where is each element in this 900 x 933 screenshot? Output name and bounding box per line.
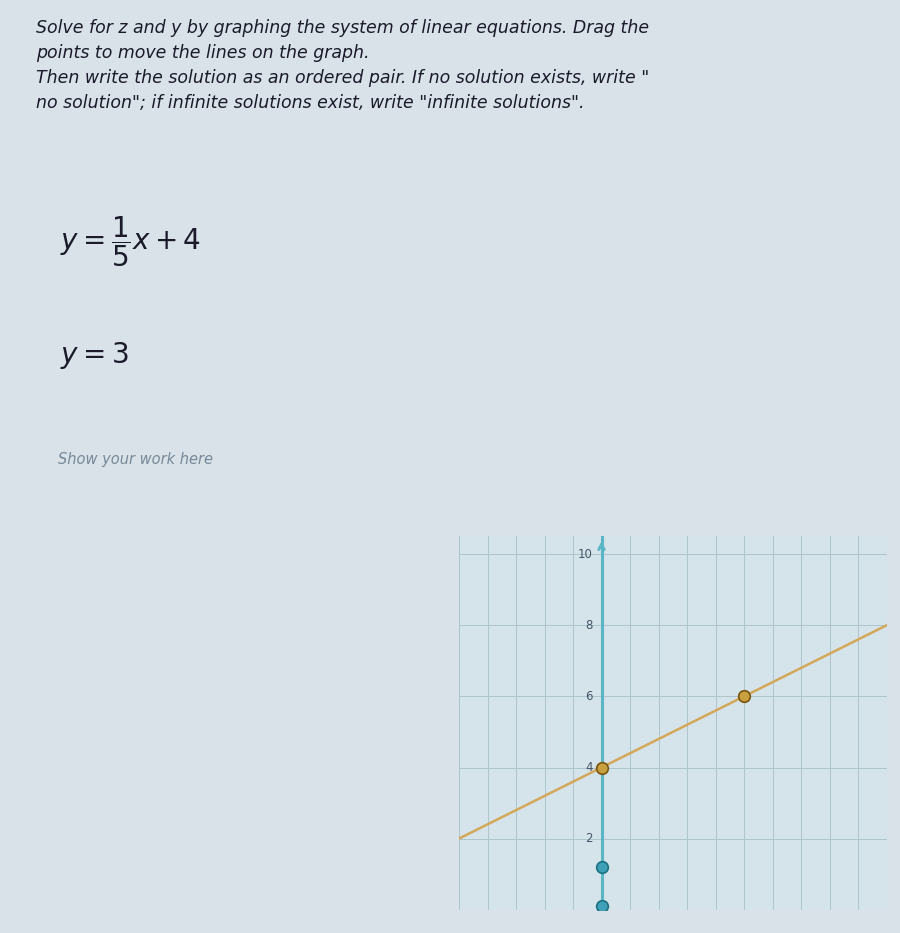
Text: 6: 6: [586, 689, 593, 703]
Text: 4: 4: [586, 761, 593, 774]
Point: [594, 760, 608, 775]
Point: [594, 898, 608, 913]
Point: [594, 859, 608, 874]
Text: $y = \dfrac{1}{5}x + 4$: $y = \dfrac{1}{5}x + 4$: [59, 215, 201, 270]
Text: $y = 3$: $y = 3$: [59, 340, 129, 371]
Text: Show your work here: Show your work here: [58, 453, 213, 467]
Text: Solve for z and y by graphing the system of linear equations. Drag the
points to: Solve for z and y by graphing the system…: [36, 19, 649, 112]
Text: 8: 8: [586, 619, 593, 632]
Text: 10: 10: [578, 548, 593, 561]
Text: 2: 2: [586, 832, 593, 845]
Point: [737, 689, 751, 703]
